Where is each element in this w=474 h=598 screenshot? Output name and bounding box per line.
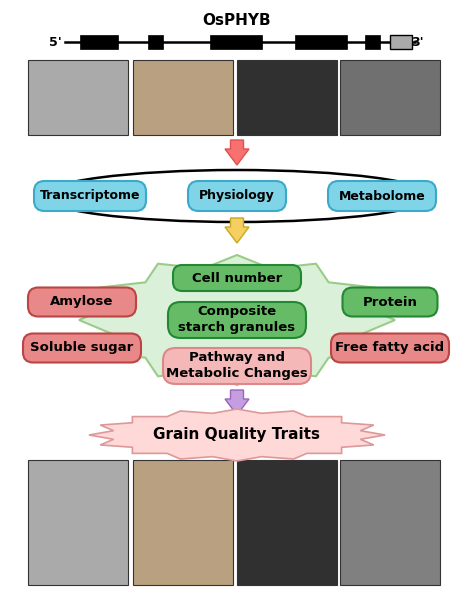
Bar xyxy=(210,35,262,49)
Text: Grain Quality Traits: Grain Quality Traits xyxy=(154,428,320,443)
FancyBboxPatch shape xyxy=(328,181,436,211)
Bar xyxy=(340,460,440,585)
Text: 5': 5' xyxy=(49,35,61,48)
Text: OsPHYB: OsPHYB xyxy=(203,13,271,28)
Text: Metabolome: Metabolome xyxy=(338,190,425,203)
FancyBboxPatch shape xyxy=(343,288,438,316)
Polygon shape xyxy=(225,140,249,165)
Bar xyxy=(295,35,347,49)
Text: Pathway and
Metabolic Changes: Pathway and Metabolic Changes xyxy=(166,352,308,380)
FancyBboxPatch shape xyxy=(173,265,301,291)
Text: 3': 3' xyxy=(412,35,424,48)
Text: Transcriptome: Transcriptome xyxy=(40,190,140,203)
Bar xyxy=(28,60,128,135)
Text: Amylose: Amylose xyxy=(50,295,114,309)
Bar xyxy=(237,60,337,135)
FancyBboxPatch shape xyxy=(34,181,146,211)
Text: Cell number: Cell number xyxy=(192,271,282,285)
Bar xyxy=(133,460,233,585)
Bar xyxy=(28,460,128,585)
Text: Free fatty acid: Free fatty acid xyxy=(336,341,445,355)
FancyBboxPatch shape xyxy=(23,334,141,362)
Bar xyxy=(340,60,440,135)
Bar xyxy=(80,35,118,49)
FancyBboxPatch shape xyxy=(188,181,286,211)
Bar xyxy=(390,35,412,49)
Ellipse shape xyxy=(42,170,432,222)
Text: Soluble sugar: Soluble sugar xyxy=(30,341,134,355)
Polygon shape xyxy=(79,255,395,385)
Text: Physiology: Physiology xyxy=(199,190,275,203)
Polygon shape xyxy=(89,409,385,461)
Polygon shape xyxy=(225,218,249,243)
Bar xyxy=(237,460,337,585)
FancyBboxPatch shape xyxy=(331,334,449,362)
Text: Composite
starch granules: Composite starch granules xyxy=(178,306,296,334)
FancyBboxPatch shape xyxy=(28,288,136,316)
Bar xyxy=(365,35,380,49)
Text: Protein: Protein xyxy=(363,295,418,309)
Bar xyxy=(133,60,233,135)
Bar xyxy=(148,35,163,49)
FancyBboxPatch shape xyxy=(163,348,311,384)
Polygon shape xyxy=(225,390,249,415)
FancyBboxPatch shape xyxy=(168,302,306,338)
